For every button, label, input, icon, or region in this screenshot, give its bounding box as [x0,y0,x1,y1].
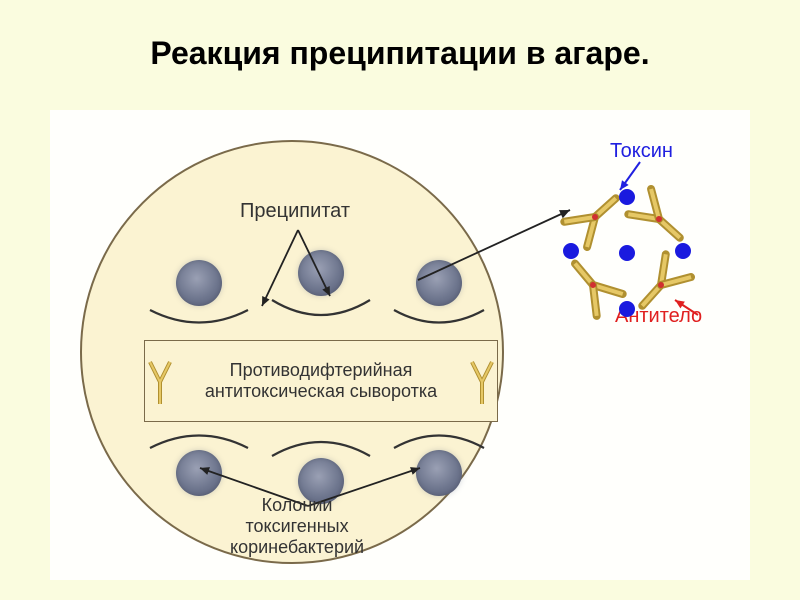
slide-title: Реакция преципитации в агаре. [0,35,800,72]
outer-arrows-svg [50,110,750,580]
diagram-canvas: Преципитат Противодифтерийная антитоксич… [50,110,750,580]
slide-root: Реакция преципитации в агаре. Преципитат… [0,0,800,600]
